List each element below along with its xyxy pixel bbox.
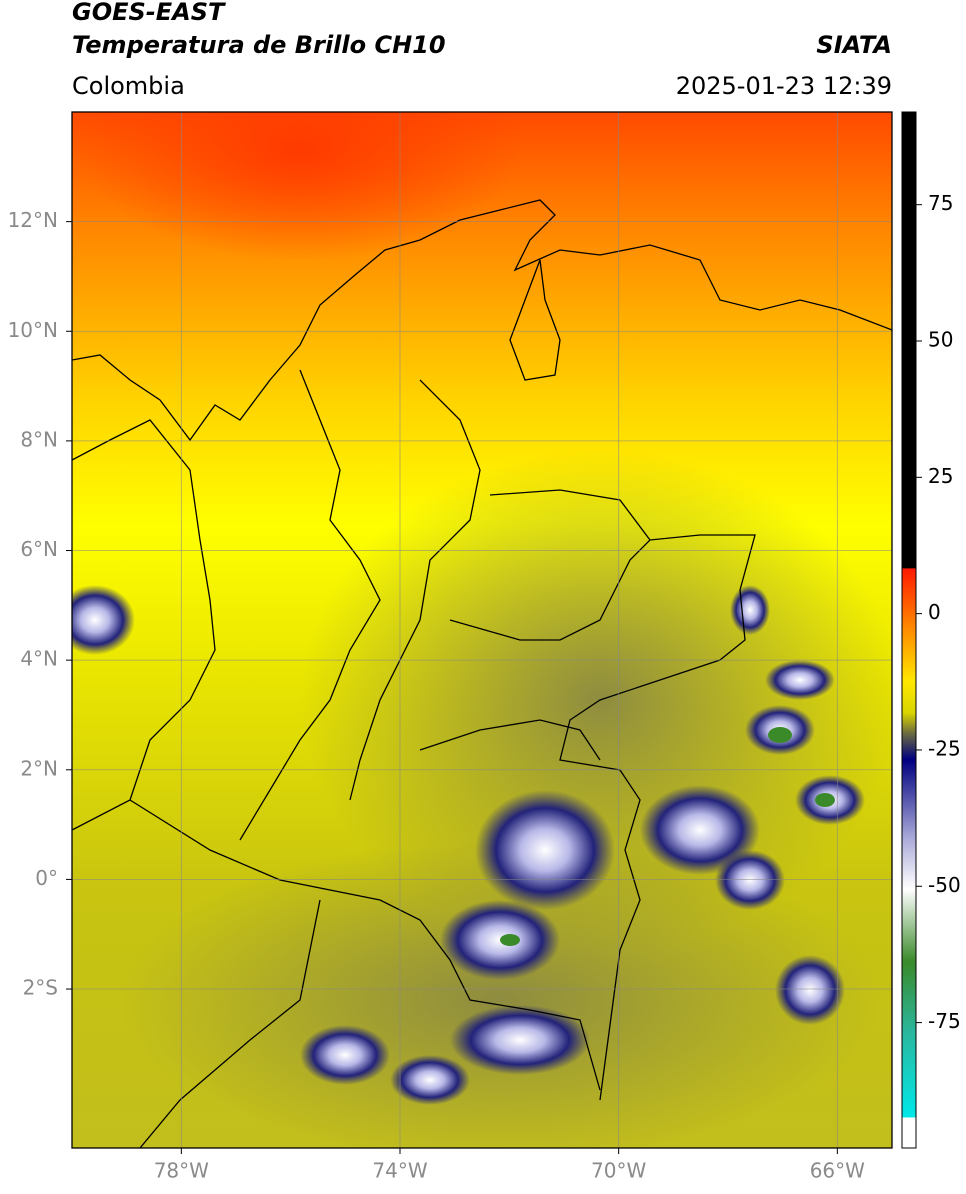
y-tick-label: 2°N [20,756,58,780]
subtitle: Temperatura de Brillo CH10 [72,31,446,59]
map-frame [71,111,893,1149]
colorbar-tick-label: 50 [928,328,953,352]
colorbar-tick-label: -75 [928,1009,961,1033]
map-imagery [72,112,892,1148]
colorbar-tick-label: -50 [928,873,961,897]
region: Colombia [72,72,185,100]
y-tick-label: 4°N [20,647,58,671]
colorbar-tick-label: 25 [928,464,953,488]
y-tick-label: 0° [35,866,58,890]
source: SIATA [816,31,892,59]
grid [72,112,892,1148]
x-tick-label: 66°W [810,1159,865,1183]
y-tick-label: 12°N [8,208,58,232]
x-tick-label: 78°W [154,1159,209,1183]
timestamp: 2025-01-23 12:39 [676,72,892,100]
colorbar-tick-label: 0 [928,600,941,624]
title: GOES-EAST [72,0,226,26]
y-tick-label: 10°N [8,318,58,342]
y-tick-label: 2°S [23,976,58,1000]
x-tick-label: 74°W [372,1159,427,1183]
colorbar [901,111,917,1149]
x-tick-label: 70°W [591,1159,646,1183]
colorbar-tick-label: 75 [928,191,953,215]
y-tick-label: 8°N [20,427,58,451]
y-tick-label: 6°N [20,537,58,561]
colorbar-tick-label: -25 [928,736,961,760]
